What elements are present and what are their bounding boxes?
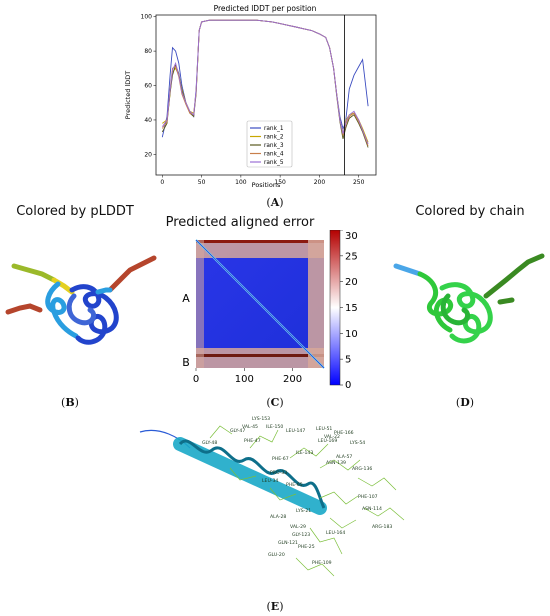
residue-label: LEU-164 [326,530,345,536]
residue-label: VAL-45 [242,424,258,430]
residue-label: VAL-29 [290,524,306,530]
residue-label: GLU-20 [268,552,285,558]
residue-label: GLN-121 [278,540,298,546]
colorbar-tick-label: 20 [345,277,358,288]
pae-matrix [195,239,325,369]
colorbar-tick-label: 15 [345,303,358,314]
residue-label: LEU-147 [286,428,305,434]
residue-label: GLY-48 [202,440,217,446]
y-tick-label: 80 [144,48,152,55]
x-axis-label: Positions [252,181,281,189]
row-label-a: A [182,292,190,305]
residue-label: PHE-107 [358,494,378,500]
residue-label: ILE-143 [296,450,313,456]
legend-label: rank_4 [264,152,284,158]
pae-x-tick-label: 200 [283,374,302,385]
series-line-rank_5 [161,19,369,145]
residue-label: GLY-47 [230,428,245,434]
ligand-interaction-image: LYS-153 VAL-45 ILE-150 GLY-47 PHE-47 GLY-48 LE… [139,416,405,577]
caption-b: (B) [61,396,79,409]
pae-x-ticks: 0 100 200 [193,368,302,385]
caption-e: (E) [266,600,284,613]
colorbar [329,230,341,386]
residue-label: ARG-136 [352,466,372,472]
x-tick-label: 50 [198,179,206,186]
legend-label: rank_3 [264,143,284,149]
legend-label: rank_5 [264,160,284,166]
x-tick-label: 100 [235,179,247,186]
residue-label: LEU-34 [262,478,278,484]
residue-label: PHE-65 [286,482,303,488]
residue-label: ASN-114 [362,506,382,512]
caption-a: (A) [266,196,284,209]
plddt-line-chart: Predicted lDDT per position 20406080100 … [124,4,377,189]
x-tick-label: 250 [353,179,365,186]
residue-label: LYS-21 [296,508,311,514]
colorbar-tick-label: 25 [345,251,358,262]
colorbar-tick-label: 30 [345,231,358,242]
caption-d: (D) [455,396,475,409]
colorbar-ticks: 0 5 10 15 20 25 30 [340,230,358,390]
legend-label: rank_1 [264,126,284,132]
y-tick-label: 40 [144,117,152,124]
residue-label: ARG-183 [372,524,392,530]
colorbar-tick-label: 5 [345,355,351,366]
residue-label: PHE-109 [312,560,332,566]
residue-label: GLY-123 [292,532,310,538]
pae-x-tick-label: 0 [193,374,199,385]
panel-d-title: Colored by chain [415,204,525,219]
residue-label: ILE-150 [266,424,283,430]
residue-label: ALA-57 [336,454,352,460]
row-label-b: B [182,356,190,369]
panel-b-title: Colored by pLDDT [16,204,134,219]
structure-chain-image [393,253,545,344]
residue-label: PHE-166 [334,430,354,436]
x-tick-label: 150 [274,179,286,186]
residue-sticks [209,425,405,577]
pae-heatmap: 0 100 200 A B 0 5 10 15 20 25 30 [182,230,358,390]
series-lines [161,19,369,148]
legend: rank_1 rank_2 rank_3 rank_4 rank_5 [246,120,293,168]
helix-ribbon [139,429,327,515]
residue-label: PHE-67 [272,456,289,462]
y-tick-label: 100 [141,14,153,21]
y-axis-ticks: 20 40 60 80 100 [141,14,156,158]
residue-label: LYS-54 [350,440,365,446]
y-tick-label: 60 [144,83,152,90]
residue-label: LYS-153 [252,416,270,422]
structure-plddt-image [5,255,157,345]
panel-c-title: Predicted aligned error [165,215,315,230]
colorbar-tick-label: 0 [345,380,351,390]
x-tick-label: 0 [160,179,164,186]
residue-label: PHE-25 [298,544,315,550]
colorbar-tick-label: 10 [345,329,358,340]
residue-label: ASN-139 [326,460,346,466]
residue-labels: LYS-153 VAL-45 ILE-150 GLY-47 PHE-47 GLY-48 LE… [202,416,392,566]
caption-c: (C) [266,396,284,409]
y-axis-label: Predicted lDDT [124,71,132,119]
residue-label: ALA-28 [270,514,286,520]
residue-label: PHE-47 [244,438,261,444]
x-axis-ticks: 0 50 100 150 200 250 [160,175,365,186]
legend-box [246,120,293,168]
y-tick-label: 20 [144,151,152,158]
chart-title: Predicted lDDT per position [214,4,317,13]
legend-label: rank_2 [264,135,284,141]
residue-label: LEU-51 [316,426,332,432]
pae-x-tick-label: 100 [235,374,254,385]
x-tick-label: 200 [314,179,326,186]
residue-label: PRO-33 [270,470,287,476]
residue-label: LEU-169 [318,438,337,444]
residue-label: VAL-22 [324,434,340,440]
